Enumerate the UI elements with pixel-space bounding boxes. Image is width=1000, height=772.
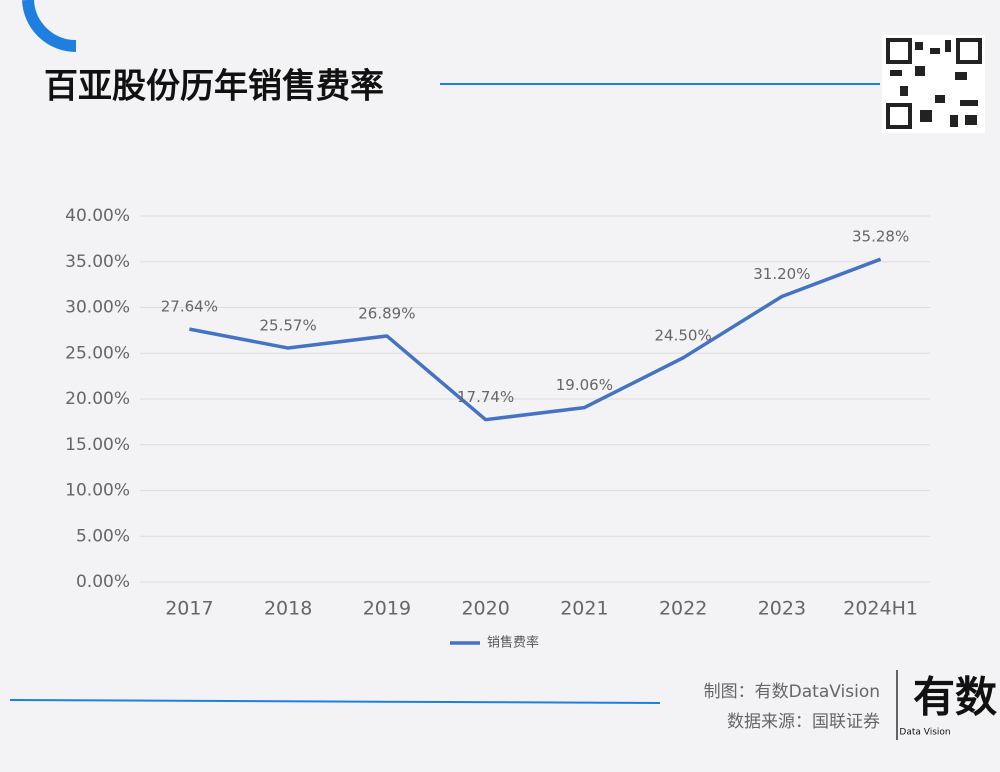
value-label: 24.50% [655, 326, 712, 344]
value-label: 27.64% [161, 298, 218, 316]
x-tick-label: 2022 [659, 598, 707, 620]
y-tick-label: 5.00% [76, 526, 130, 546]
x-tick-label: 2020 [461, 598, 509, 620]
qr-code [882, 35, 985, 133]
y-tick-label: 10.00% [65, 481, 130, 501]
y-tick-label: 30.00% [65, 298, 130, 318]
value-label: 17.74% [457, 388, 514, 406]
logo-sub: Data Vision [899, 728, 950, 738]
value-label: 19.06% [556, 376, 613, 394]
corner-arc [22, 0, 77, 53]
logo: 有数 [913, 673, 997, 722]
y-tick-label: 35.00% [65, 252, 130, 272]
y-tick-label: 15.00% [65, 435, 130, 455]
legend-label: 销售费率 [487, 635, 539, 651]
value-label: 35.28% [852, 228, 909, 246]
footer-rule [9, 699, 661, 704]
chart-title: 百亚股份历年销售费率 [44, 67, 384, 107]
x-tick-label: 2023 [758, 598, 806, 620]
y-tick-label: 0.00% [76, 572, 130, 592]
x-tick-label: 2021 [560, 598, 608, 620]
y-tick-label: 40.00% [65, 206, 130, 226]
x-tick-label: 2019 [363, 598, 411, 620]
source: 数据来源：国联证券 [727, 712, 880, 732]
credit: 制图：有数DataVision [704, 682, 880, 702]
value-label: 25.57% [260, 317, 317, 335]
value-label: 26.89% [358, 304, 415, 322]
y-tick-label: 20.00% [65, 389, 130, 409]
value-label: 31.20% [753, 265, 810, 283]
x-tick-label: 2024H1 [843, 598, 918, 620]
x-tick-label: 2017 [165, 598, 213, 620]
y-tick-label: 25.00% [65, 343, 130, 363]
x-tick-label: 2018 [264, 598, 312, 620]
line [189, 257, 882, 422]
